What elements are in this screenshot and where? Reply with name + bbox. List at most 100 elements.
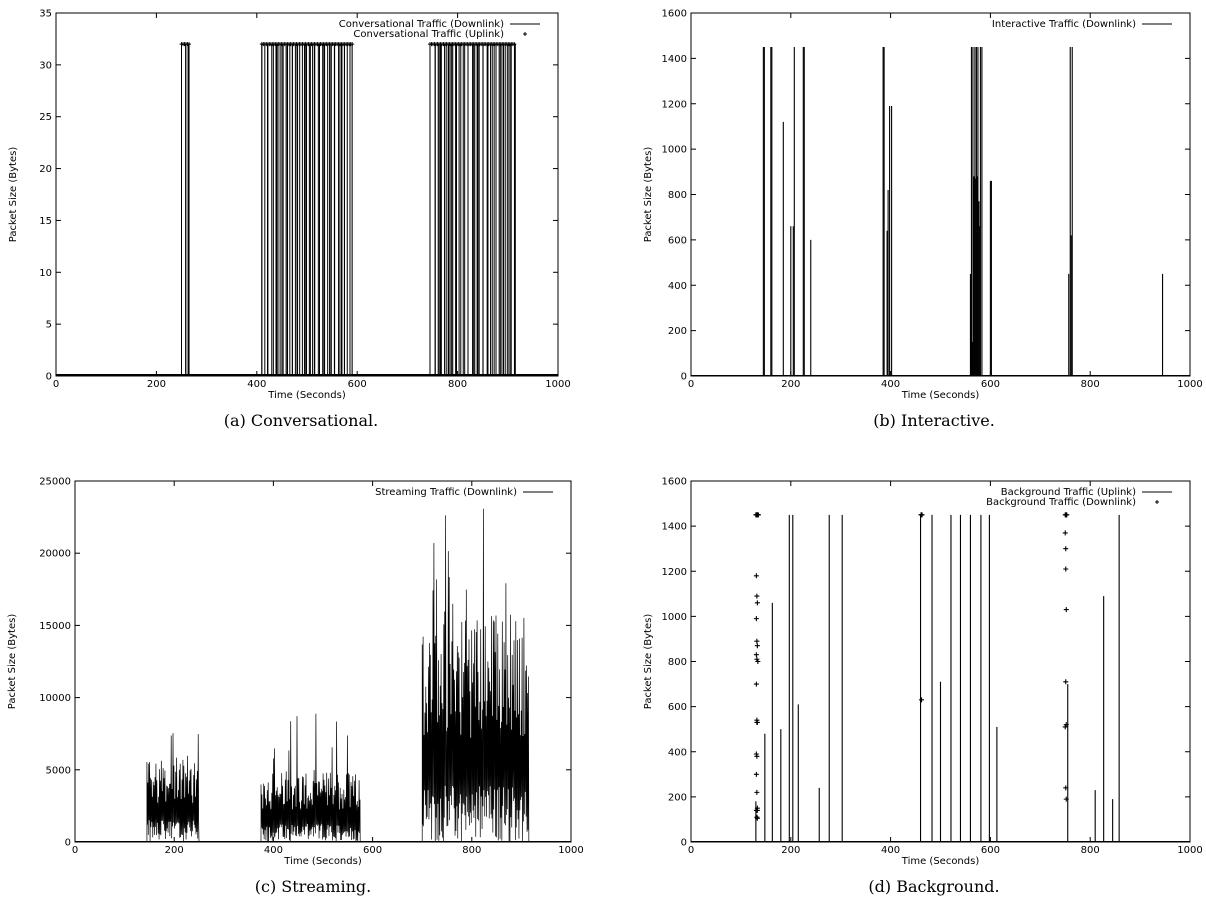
y-tick-label: 1400 — [662, 522, 687, 533]
x-tick-label: 800 — [1081, 845, 1100, 856]
point-mark — [1063, 679, 1069, 685]
burst-mark — [260, 713, 361, 843]
point-mark — [1063, 607, 1069, 613]
y-tick-label: 0 — [46, 372, 52, 383]
point-mark — [1062, 724, 1068, 730]
x-tick-label: 0 — [688, 845, 694, 856]
plot-frame — [690, 12, 1191, 377]
x-tick-label: 200 — [781, 379, 800, 390]
x-tick-label: 1000 — [1177, 379, 1202, 390]
legend-label: Interactive Traffic (Downlink) — [992, 19, 1136, 30]
y-tick-label: 1400 — [662, 54, 687, 65]
x-tick-label: 600 — [981, 379, 1000, 390]
x-tick-label: 400 — [881, 845, 900, 856]
y-tick-label: 10 — [39, 268, 52, 279]
x-tick-label: 1000 — [558, 845, 583, 856]
legend-label: Background Traffic (Downlink) — [986, 497, 1136, 508]
x-tick-label: 400 — [881, 379, 900, 390]
y-tick-label: 800 — [668, 190, 687, 201]
legend-label: Conversational Traffic (Downlink) — [339, 19, 504, 30]
y-tick-label: 1000 — [662, 145, 687, 156]
x-axis-label: Time (Seconds) — [283, 856, 362, 867]
point-mark — [754, 593, 760, 599]
point-mark — [1062, 530, 1068, 536]
y-axis-label: Packet Size (Bytes) — [643, 147, 654, 243]
y-tick-label: 400 — [668, 747, 687, 758]
chart-panel-a: 0 200 400 600 800 1000 0 5 10 15 20 25 30 35 Time (Sec… — [8, 9, 571, 431]
panel-caption: (c) Streaming. — [255, 877, 372, 896]
point-mark — [754, 815, 760, 821]
y-tick-label: 20 — [39, 164, 52, 175]
x-tick-label: 0 — [53, 379, 59, 390]
point-mark — [919, 697, 925, 703]
y-tick-label: 10000 — [39, 693, 71, 704]
point-mark — [754, 600, 760, 606]
x-tick-label: 400 — [247, 379, 266, 390]
y-tick-label: 0 — [65, 838, 71, 849]
y-tick-label: 1000 — [662, 612, 687, 623]
y-tick-label: 20000 — [39, 549, 71, 560]
x-axis-label: Time (Seconds) — [901, 390, 980, 401]
y-tick-label: 1200 — [662, 567, 687, 578]
x-tick-label: 0 — [72, 845, 78, 856]
y-tick-label: 30 — [39, 60, 52, 71]
point-mark — [754, 805, 760, 811]
plot-area — [691, 47, 1190, 376]
y-tick-label: 25 — [39, 112, 52, 123]
x-tick-label: 200 — [165, 845, 184, 856]
point-mark — [753, 652, 759, 658]
plot-area — [691, 512, 1190, 842]
y-tick-label: 200 — [668, 326, 687, 337]
y-tick-label: 25000 — [39, 477, 71, 488]
point-mark — [1064, 512, 1070, 518]
point-mark — [755, 512, 761, 518]
y-tick-label: 0 — [681, 372, 687, 383]
x-tick-label: 600 — [981, 845, 1000, 856]
point-mark — [753, 681, 759, 687]
x-tick-label: 1000 — [545, 379, 570, 390]
y-axis-label: Packet Size (Bytes) — [8, 147, 19, 243]
x-axis-label: Time (Seconds) — [267, 390, 346, 401]
x-tick-label: 200 — [781, 845, 800, 856]
y-tick-label: 15 — [39, 216, 52, 227]
y-tick-label: 400 — [668, 281, 687, 292]
x-tick-label: 800 — [1081, 379, 1100, 390]
plot-area — [75, 508, 571, 843]
x-tick-label: 800 — [448, 379, 467, 390]
point-mark — [754, 638, 760, 644]
panel-caption: (b) Interactive. — [873, 411, 995, 430]
y-tick-label: 800 — [668, 657, 687, 668]
legend-label: Background Traffic (Uplink) — [1001, 487, 1136, 498]
x-tick-label: 800 — [462, 845, 481, 856]
point-mark — [754, 719, 760, 725]
point-mark — [1063, 546, 1069, 552]
plot-area — [56, 42, 558, 377]
panel-caption: (a) Conversational. — [224, 411, 378, 430]
legend-marker — [523, 32, 527, 36]
legend-label: Streaming Traffic (Downlink) — [375, 487, 517, 498]
x-tick-label: 600 — [363, 845, 382, 856]
point-mark — [1063, 796, 1069, 802]
y-tick-label: 35 — [39, 9, 52, 20]
x-tick-label: 400 — [264, 845, 283, 856]
x-tick-label: 200 — [147, 379, 166, 390]
y-tick-label: 0 — [681, 838, 687, 849]
point-mark — [753, 616, 759, 622]
x-axis-label: Time (Seconds) — [901, 856, 980, 867]
point-mark — [754, 656, 760, 662]
point-mark — [350, 42, 355, 47]
y-tick-label: 600 — [668, 702, 687, 713]
y-tick-label: 5 — [46, 320, 52, 331]
y-tick-label: 600 — [668, 235, 687, 246]
chart-panel-c: 0 200 400 600 800 100005000100001500020000250… — [7, 477, 584, 897]
legend-label: Conversational Traffic (Uplink) — [353, 29, 504, 40]
point-mark — [753, 807, 759, 813]
y-tick-label: 1600 — [662, 9, 687, 20]
chart-panel-d: 0 200 400 600 800 1000 0 200 400 600 800 1000 1200 14… — [643, 477, 1203, 897]
point-mark — [187, 42, 192, 47]
y-axis-label: Packet Size (Bytes) — [643, 614, 654, 710]
chart-panel-b: 0 200 400 600 800 1000 0 200 400 600 800 1000 1200 14… — [643, 9, 1203, 431]
legend-marker — [1155, 500, 1159, 504]
y-tick-label: 200 — [668, 792, 687, 803]
